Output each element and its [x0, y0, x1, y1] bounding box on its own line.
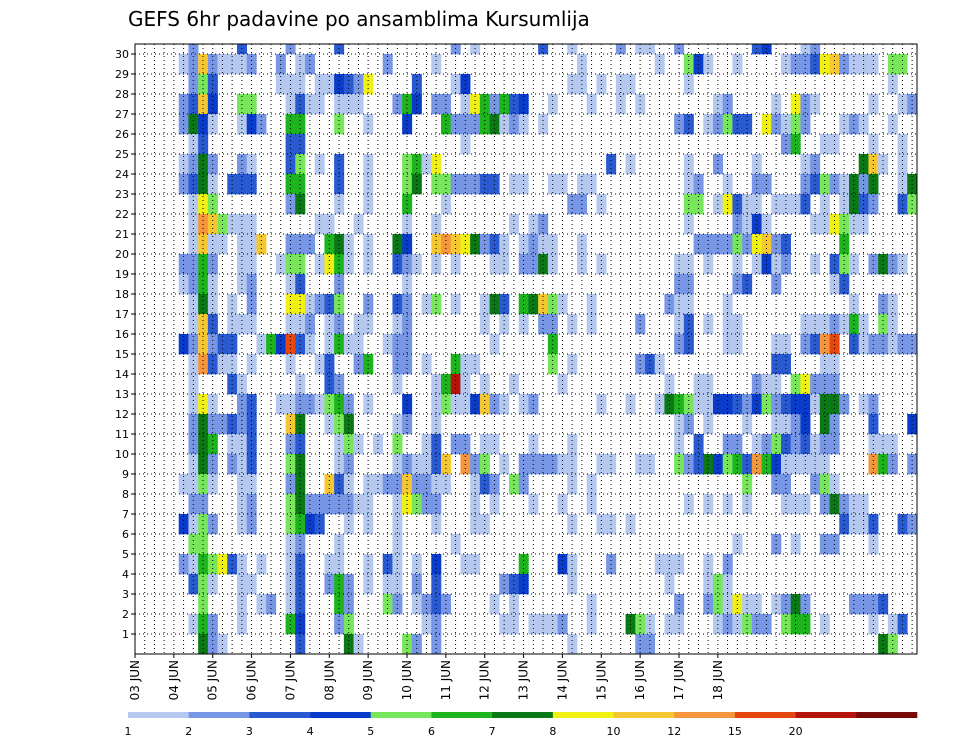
colorbar-label: 7: [489, 725, 496, 738]
heatmap-cell: [538, 44, 549, 55]
x-tick-label: 04 JUN: [167, 660, 181, 700]
heatmap-cell: [674, 44, 685, 55]
colorbar-swatch: [188, 712, 250, 718]
y-tick-label: 16: [115, 328, 129, 341]
colorbar-swatch: [795, 712, 857, 718]
x-tick-label: 18 JUN: [711, 660, 725, 700]
y-axis: 1234567891011121314151617181920212223242…: [115, 48, 135, 641]
colorbar-label: 1: [125, 725, 132, 738]
colorbar-label: 10: [607, 725, 621, 738]
heatmap-cell: [635, 44, 646, 55]
x-tick-label: 10 JUN: [400, 660, 414, 700]
colorbar-label: 15: [728, 725, 742, 738]
y-tick-label: 27: [115, 108, 129, 121]
x-axis: 03 JUN 04 JUN 05 JUN 06 JUN 07 JUN 08 JUN 09 J…: [128, 654, 725, 700]
y-tick-label: 1: [122, 628, 129, 641]
y-tick-label: 5: [122, 548, 129, 561]
x-tick-label: 03 JUN: [128, 660, 142, 700]
colorbar: 1 2 3 4 5 6 7 8 10 12 15 20: [125, 712, 918, 738]
y-tick-label: 24: [115, 168, 129, 181]
heatmap-cell: [237, 44, 248, 55]
heatmap-cell: [450, 44, 461, 55]
x-tick-label: 17 JUN: [672, 660, 686, 700]
heatmap-cell: [761, 44, 772, 55]
heatmap-cell: [334, 44, 345, 55]
colorbar-swatch: [856, 712, 918, 718]
heatmap-cell: [800, 44, 811, 55]
y-tick-label: 15: [115, 348, 129, 361]
heatmap-cells: [178, 44, 918, 655]
colorbar-label: 20: [789, 725, 803, 738]
x-tick-label: 06 JUN: [245, 660, 259, 700]
y-tick-label: 14: [115, 368, 129, 381]
x-tick-label: 14 JUN: [555, 660, 569, 700]
y-tick-label: 23: [115, 188, 129, 201]
y-tick-label: 12: [115, 408, 129, 421]
x-tick-label: 07 JUN: [283, 660, 297, 700]
x-tick-label: 08 JUN: [322, 660, 336, 700]
heatmap-cell: [615, 44, 626, 55]
x-tick-label: 11 JUN: [439, 660, 453, 700]
x-tick-label: 13 JUN: [517, 660, 531, 700]
dotted-grid: [135, 44, 917, 654]
colorbar-swatch: [674, 712, 736, 718]
colorbar-swatch: [552, 712, 614, 718]
y-tick-label: 2: [122, 608, 129, 621]
colorbar-swatch: [310, 712, 372, 718]
colorbar-swatch: [734, 712, 796, 718]
y-tick-label: 13: [115, 388, 129, 401]
y-tick-label: 21: [115, 228, 129, 241]
y-tick-label: 20: [115, 248, 129, 261]
y-tick-label: 4: [122, 568, 129, 581]
heatmap-cell: [188, 44, 199, 55]
colorbar-label: 5: [367, 725, 374, 738]
colorbar-swatch: [613, 712, 675, 718]
x-tick-label: 16 JUN: [633, 660, 647, 700]
y-tick-label: 19: [115, 268, 129, 281]
heatmap-cell: [567, 44, 578, 55]
y-tick-label: 22: [115, 208, 129, 221]
y-tick-label: 9: [122, 468, 129, 481]
x-tick-label: 15 JUN: [594, 660, 608, 700]
x-tick-label: 09 JUN: [361, 660, 375, 700]
colorbar-label: 6: [428, 725, 435, 738]
colorbar-swatch: [492, 712, 554, 718]
y-tick-label: 25: [115, 148, 129, 161]
y-tick-label: 10: [115, 448, 129, 461]
y-tick-label: 26: [115, 128, 129, 141]
colorbar-label: 3: [246, 725, 253, 738]
colorbar-label: 2: [185, 725, 192, 738]
y-tick-label: 8: [122, 488, 129, 501]
heatmap-cell: [751, 44, 762, 55]
colorbar-swatch: [431, 712, 493, 718]
x-tick-label: 05 JUN: [206, 660, 220, 700]
y-tick-label: 30: [115, 48, 129, 61]
heatmap-cell: [470, 44, 481, 55]
colorbar-swatch: [249, 712, 311, 718]
heatmap-cell: [645, 44, 656, 55]
colorbar-label: 8: [549, 725, 556, 738]
plot-frame: [134, 43, 918, 655]
heatmap-cell: [285, 44, 296, 55]
heatmap-cell: [810, 44, 821, 55]
colorbar-swatch: [128, 712, 189, 718]
chart-title: GEFS 6hr padavine po ansamblima Kursumli…: [128, 7, 590, 31]
y-tick-label: 28: [115, 88, 129, 101]
y-tick-label: 29: [115, 68, 129, 81]
y-tick-label: 11: [115, 428, 129, 441]
x-tick-label: 12 JUN: [478, 660, 492, 700]
y-tick-label: 3: [122, 588, 129, 601]
y-tick-label: 7: [122, 508, 129, 521]
colorbar-label: 4: [307, 725, 314, 738]
y-tick-label: 17: [115, 308, 129, 321]
y-tick-label: 18: [115, 288, 129, 301]
y-tick-label: 6: [122, 528, 129, 541]
colorbar-swatch: [370, 712, 432, 718]
colorbar-label: 12: [667, 725, 681, 738]
